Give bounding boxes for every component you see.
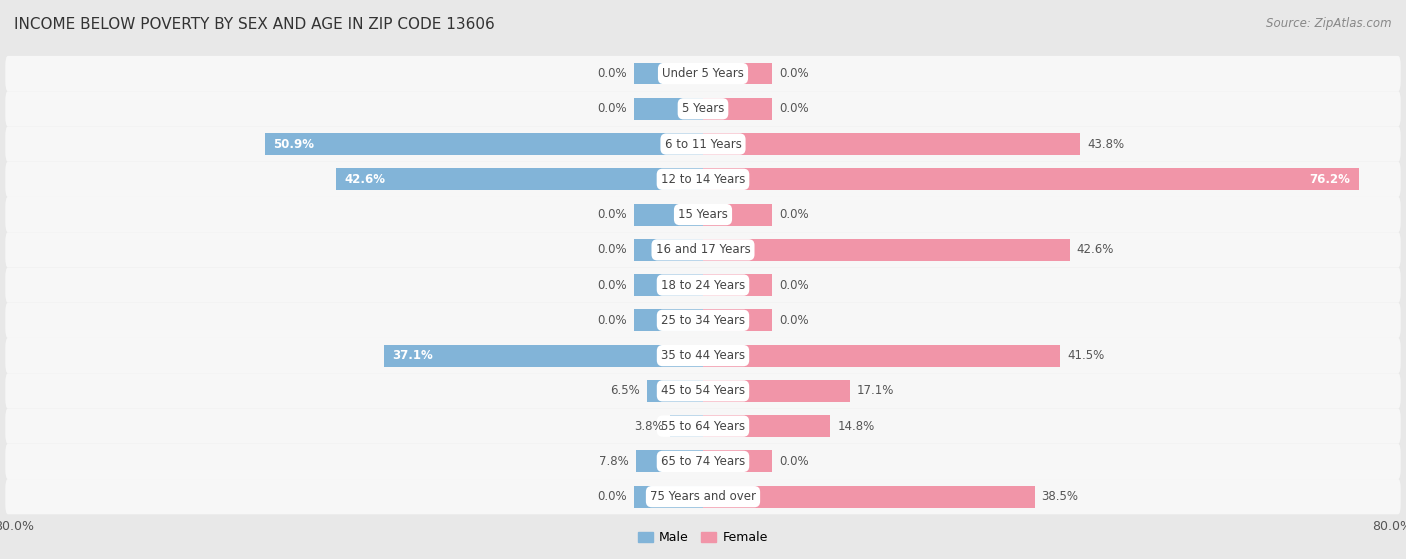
Text: 0.0%: 0.0% [598, 314, 627, 327]
Bar [703, 203, 772, 225]
Text: 17.1%: 17.1% [858, 385, 894, 397]
Bar [703, 274, 772, 296]
Bar [634, 486, 703, 508]
Text: 41.5%: 41.5% [1067, 349, 1105, 362]
FancyBboxPatch shape [6, 479, 1400, 514]
FancyBboxPatch shape [6, 444, 1400, 479]
Text: 0.0%: 0.0% [779, 67, 808, 80]
Text: 55 to 64 Years: 55 to 64 Years [661, 420, 745, 433]
Text: 50.9%: 50.9% [273, 138, 315, 150]
FancyBboxPatch shape [6, 56, 1400, 91]
Bar [336, 168, 703, 190]
Text: 42.6%: 42.6% [344, 173, 385, 186]
Bar [634, 203, 703, 225]
Text: 15 Years: 15 Years [678, 208, 728, 221]
Text: 0.0%: 0.0% [598, 278, 627, 292]
Text: 35 to 44 Years: 35 to 44 Years [661, 349, 745, 362]
Bar [703, 310, 772, 331]
Text: 0.0%: 0.0% [598, 243, 627, 257]
Text: 45 to 54 Years: 45 to 54 Years [661, 385, 745, 397]
FancyBboxPatch shape [6, 409, 1400, 444]
Bar [703, 345, 1060, 367]
Text: 25 to 34 Years: 25 to 34 Years [661, 314, 745, 327]
Legend: Male, Female: Male, Female [633, 526, 773, 549]
Bar [703, 451, 772, 472]
Text: 0.0%: 0.0% [779, 278, 808, 292]
Text: 65 to 74 Years: 65 to 74 Years [661, 455, 745, 468]
Bar [703, 380, 851, 402]
Text: 12 to 14 Years: 12 to 14 Years [661, 173, 745, 186]
Text: 37.1%: 37.1% [392, 349, 433, 362]
Bar [671, 415, 703, 437]
Bar [703, 168, 1360, 190]
Bar [703, 63, 772, 84]
Bar [264, 133, 703, 155]
Text: 0.0%: 0.0% [779, 208, 808, 221]
Bar [703, 239, 1070, 260]
Text: Source: ZipAtlas.com: Source: ZipAtlas.com [1267, 17, 1392, 30]
Text: 0.0%: 0.0% [598, 490, 627, 503]
Text: 38.5%: 38.5% [1042, 490, 1078, 503]
Bar [634, 63, 703, 84]
Text: 6.5%: 6.5% [610, 385, 640, 397]
Text: 3.8%: 3.8% [634, 420, 664, 433]
FancyBboxPatch shape [6, 373, 1400, 409]
Bar [634, 310, 703, 331]
Text: 0.0%: 0.0% [598, 67, 627, 80]
Text: 75 Years and over: 75 Years and over [650, 490, 756, 503]
Text: Under 5 Years: Under 5 Years [662, 67, 744, 80]
FancyBboxPatch shape [6, 126, 1400, 162]
Text: 0.0%: 0.0% [779, 455, 808, 468]
Bar [634, 274, 703, 296]
Text: 43.8%: 43.8% [1087, 138, 1125, 150]
Text: 0.0%: 0.0% [779, 102, 808, 115]
Text: 7.8%: 7.8% [599, 455, 628, 468]
Text: INCOME BELOW POVERTY BY SEX AND AGE IN ZIP CODE 13606: INCOME BELOW POVERTY BY SEX AND AGE IN Z… [14, 17, 495, 32]
Bar [384, 345, 703, 367]
FancyBboxPatch shape [6, 303, 1400, 338]
Text: 14.8%: 14.8% [838, 420, 875, 433]
Bar [636, 451, 703, 472]
Bar [703, 133, 1080, 155]
FancyBboxPatch shape [6, 338, 1400, 373]
Text: 6 to 11 Years: 6 to 11 Years [665, 138, 741, 150]
Text: 42.6%: 42.6% [1077, 243, 1114, 257]
Bar [634, 239, 703, 260]
Bar [634, 98, 703, 120]
FancyBboxPatch shape [6, 91, 1400, 126]
Bar [703, 486, 1035, 508]
Text: 16 and 17 Years: 16 and 17 Years [655, 243, 751, 257]
Bar [647, 380, 703, 402]
Text: 76.2%: 76.2% [1310, 173, 1351, 186]
Text: 0.0%: 0.0% [598, 102, 627, 115]
FancyBboxPatch shape [6, 162, 1400, 197]
Text: 0.0%: 0.0% [779, 314, 808, 327]
FancyBboxPatch shape [6, 197, 1400, 232]
Text: 0.0%: 0.0% [598, 208, 627, 221]
Bar [703, 415, 831, 437]
Text: 18 to 24 Years: 18 to 24 Years [661, 278, 745, 292]
FancyBboxPatch shape [6, 232, 1400, 267]
FancyBboxPatch shape [6, 267, 1400, 303]
Bar [703, 98, 772, 120]
Text: 5 Years: 5 Years [682, 102, 724, 115]
